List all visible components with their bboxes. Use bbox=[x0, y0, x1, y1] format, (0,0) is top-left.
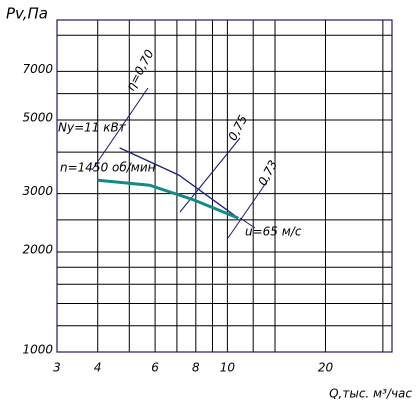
y-tick-label: 5000 bbox=[22, 110, 53, 124]
annotation: η=0,70 bbox=[123, 47, 156, 93]
legend-label: n=1450 об/мин bbox=[60, 161, 156, 175]
x-tick-label: 20 bbox=[318, 361, 334, 375]
annotation: 0,73 bbox=[255, 158, 280, 188]
y-tick-label: 3000 bbox=[22, 184, 53, 198]
y-tick-label: 1000 bbox=[22, 343, 53, 357]
x-tick-label: 6 bbox=[151, 361, 159, 375]
plot-frame bbox=[56, 19, 393, 353]
legend-label: Ny=11 кВт bbox=[58, 121, 127, 135]
annotation: 0,75 bbox=[225, 113, 250, 143]
series-line bbox=[97, 178, 239, 220]
series-line bbox=[119, 147, 239, 219]
x-tick-label: 3 bbox=[53, 361, 61, 375]
y-tick-label: 2000 bbox=[22, 243, 53, 257]
x-tick-label: 8 bbox=[192, 361, 200, 375]
x-tick-label: 4 bbox=[94, 361, 102, 375]
y-axis-label: Pv,Па bbox=[6, 5, 48, 23]
y-tick-label: 7000 bbox=[22, 62, 53, 76]
eta-line bbox=[179, 137, 241, 213]
annotation: u=65 м/с bbox=[245, 225, 302, 239]
x-axis-label: Q,тыс. м³/час bbox=[329, 387, 412, 401]
eta-line bbox=[227, 179, 269, 239]
x-tick-label: 10 bbox=[220, 361, 236, 375]
eta-line bbox=[91, 87, 149, 171]
leader bbox=[239, 217, 256, 229]
